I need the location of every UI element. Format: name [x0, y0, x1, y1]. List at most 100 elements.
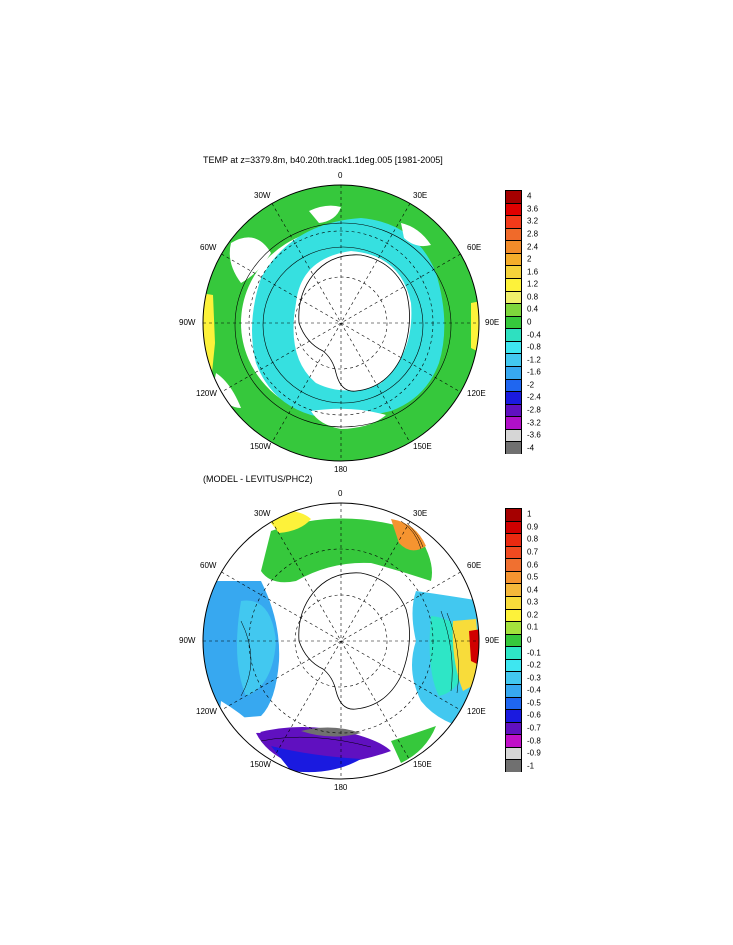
top-colorbar-tick-label: 2 [527, 254, 532, 264]
bottom-label-180: 180 [334, 783, 348, 792]
top-panel-title: TEMP at z=3379.8m, b40.20th.track1.1deg.… [203, 155, 443, 165]
top-label-150w: 150W [250, 442, 271, 451]
bottom-green-north [261, 518, 432, 583]
bottom-colorbar-swatch [505, 545, 522, 559]
bottom-colorbar-tick-label: 0.9 [527, 522, 539, 532]
top-colorbar-tick-label: -3.2 [527, 418, 541, 428]
bottom-label-30w: 30W [254, 509, 271, 518]
top-colorbar-tick-label: -2.4 [527, 392, 541, 402]
bottom-label-60e: 60E [467, 561, 482, 570]
top-colorbar-swatch [505, 215, 522, 229]
bottom-colorbar-tick-label: 0.8 [527, 534, 539, 544]
bottom-colorbar-tick-label: -0.1 [527, 648, 541, 658]
top-label-60w: 60W [200, 243, 217, 252]
top-colorbar-swatch [505, 340, 522, 354]
bottom-label-0: 0 [338, 489, 343, 498]
bottom-colorbar-swatch [505, 671, 522, 685]
bottom-cyan-west [237, 600, 276, 696]
bottom-colorbar-swatch [505, 646, 522, 660]
top-colorbar-swatch [505, 328, 522, 342]
top-colorbar: 4 3.6 3.2 2.8 2.4 2 1.6 1.2 0.8 0.4 0 -0.4 -0.8 -1.2 -… [505, 190, 541, 455]
top-colorbar-swatch [505, 403, 522, 417]
bottom-colorbar-tick-label: -0.3 [527, 673, 541, 683]
top-colorbar-tick-label: -1.2 [527, 355, 541, 365]
top-colorbar-swatch [505, 278, 522, 292]
top-colorbar-swatch [505, 391, 522, 405]
top-white-gap-ne [401, 223, 431, 247]
bottom-colorbar-swatch [505, 533, 522, 547]
bottom-colorbar-tick-label: -0.7 [527, 723, 541, 733]
bottom-colorbar-swatch [505, 520, 522, 534]
bottom-panel-title: (MODEL - LEVITUS/PHC2) [203, 474, 313, 484]
top-label-60e: 60E [467, 243, 482, 252]
bottom-colorbar-swatch [505, 684, 522, 698]
bottom-label-90w: 90W [179, 636, 196, 645]
top-label-0: 0 [338, 171, 343, 180]
top-colorbar-tick-label: -4 [527, 443, 535, 453]
bottom-colorbar-swatch [505, 583, 522, 597]
top-colorbar-tick-label: 4 [527, 191, 532, 201]
top-label-30e: 30E [413, 191, 428, 200]
bottom-colorbar-tick-label: 0.1 [527, 622, 539, 632]
bottom-colorbar-tick-label: -0.2 [527, 660, 541, 670]
top-colorbar-tick-label: 2.4 [527, 242, 539, 252]
bottom-colorbar-tick-label: -1 [527, 761, 535, 771]
bottom-label-60w: 60W [200, 561, 217, 570]
bottom-polar-map: 0 180 30W 30E 60W 60E 90W 90E 120W 120E … [179, 489, 499, 792]
bottom-colorbar-tick-label: 0.2 [527, 610, 539, 620]
top-colorbar-tick-label: -0.4 [527, 330, 541, 340]
bottom-label-120e: 120E [467, 707, 486, 716]
top-colorbar-tick-label: 3.2 [527, 216, 539, 226]
top-label-150e: 150E [413, 442, 432, 451]
top-white-gap-west [229, 237, 271, 283]
bottom-colorbar-swatch [505, 596, 522, 610]
top-colorbar-swatch [505, 366, 522, 380]
bottom-colorbar-swatch [505, 658, 522, 672]
top-colorbar-swatch [505, 353, 522, 367]
top-colorbar-tick-label: -2.8 [527, 405, 541, 415]
top-colorbar-tick-label: 0.8 [527, 292, 539, 302]
top-colorbar-swatch [505, 202, 522, 216]
bottom-label-150e: 150E [413, 760, 432, 769]
top-colorbar-tick-label: 1.6 [527, 267, 539, 277]
bottom-colorbar-tick-label: 1 [527, 509, 532, 519]
top-colorbar-tick-label: 3.6 [527, 204, 539, 214]
top-map-svg [202, 184, 480, 462]
bottom-colorbar-swatch [505, 696, 522, 710]
top-polar-map: 0 180 30W 30E 60W 60E 90W 90E 120W 120E … [179, 171, 499, 474]
top-label-180: 180 [334, 465, 348, 474]
top-colorbar-swatch [505, 265, 522, 279]
top-colorbar-swatch [505, 315, 522, 329]
bottom-colorbar-tick-label: 0.7 [527, 547, 539, 557]
top-label-90e: 90E [485, 318, 500, 327]
top-label-30w: 30W [254, 191, 271, 200]
bottom-colorbar-tick-label: -0.5 [527, 698, 541, 708]
bottom-colorbar-swatch [505, 734, 522, 748]
top-colorbar-tick-label: -2 [527, 380, 535, 390]
bottom-colorbar-tick-label: -0.4 [527, 685, 541, 695]
top-colorbar-tick-label: -1.6 [527, 367, 541, 377]
bottom-white-s [321, 710, 376, 726]
bottom-label-30e: 30E [413, 509, 428, 518]
top-colorbar-tick-label: -0.8 [527, 342, 541, 352]
top-colorbar-tick-label: 1.2 [527, 279, 539, 289]
bottom-map-svg [202, 502, 480, 780]
bottom-blue-south [271, 746, 361, 773]
bottom-colorbar-swatch [505, 621, 522, 635]
bottom-label-90e: 90E [485, 636, 500, 645]
top-yellow-east [471, 301, 479, 353]
bottom-colorbar-tick-label: -0.6 [527, 710, 541, 720]
bottom-colorbar-swatch [505, 721, 522, 735]
top-white-gap-southwest [213, 373, 241, 408]
bottom-colorbar-tick-label: -0.8 [527, 736, 541, 746]
bottom-colorbar-tick-label: 0.3 [527, 597, 539, 607]
bottom-colorbar-tick-label: -0.9 [527, 748, 541, 758]
bottom-colorbar-tick-label: 0.4 [527, 585, 539, 595]
bottom-colorbar-tick-label: 0.6 [527, 560, 539, 570]
bottom-colorbar-tick-label: 0 [527, 635, 532, 645]
bottom-colorbar-swatch [505, 608, 522, 622]
bottom-orange-30e [391, 519, 426, 551]
bottom-colorbar-swatch [505, 633, 522, 647]
top-colorbar-tick-label: 0 [527, 317, 532, 327]
top-white-gap-south [311, 408, 386, 429]
